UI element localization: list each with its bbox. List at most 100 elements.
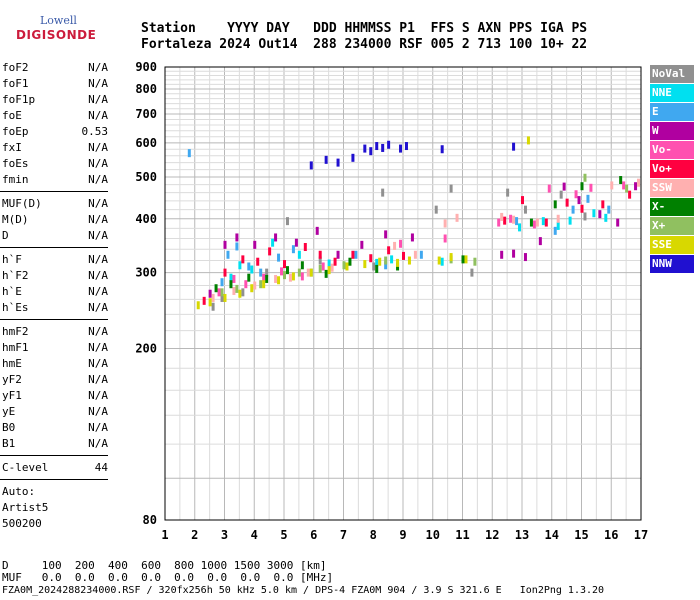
data-point-noval xyxy=(211,302,215,311)
param-name: hmE xyxy=(2,357,22,370)
data-point-w xyxy=(523,253,527,262)
param-row: foF2 N/A xyxy=(2,61,108,77)
legend-item: NNE xyxy=(650,84,694,102)
param-value: 44 xyxy=(94,461,108,474)
legend-item: X- xyxy=(650,198,694,216)
data-point-x xyxy=(297,268,301,277)
data-point-w xyxy=(208,289,212,298)
legend-item: X+ xyxy=(650,217,694,235)
data-point-noval xyxy=(470,268,474,277)
param-value: N/A xyxy=(88,77,108,90)
data-point-nnw xyxy=(309,161,313,170)
param-row: foEp 0.53 xyxy=(2,125,108,141)
param-name: B0 xyxy=(2,421,16,434)
data-point-w xyxy=(562,182,566,191)
x-tick-label: 13 xyxy=(515,528,529,542)
data-point-w xyxy=(294,238,298,247)
param-row: B1 N/A xyxy=(2,437,108,453)
param-name: h`F2 xyxy=(2,269,29,282)
x-tick-label: 10 xyxy=(426,528,440,542)
data-point-nne xyxy=(238,261,242,270)
data-point-nne xyxy=(568,216,572,225)
param-name: h`F xyxy=(2,253,22,266)
param-value: N/A xyxy=(88,109,108,122)
legend-item: NNW xyxy=(650,255,694,273)
param-name: D xyxy=(2,229,9,242)
y-tick-label: 900 xyxy=(135,60,157,74)
data-point-ssw xyxy=(393,241,397,250)
param-name: foEs xyxy=(2,157,29,170)
y-tick-label: 80 xyxy=(143,513,157,527)
data-point-vo xyxy=(283,260,286,269)
data-point-nnw xyxy=(336,158,340,167)
data-point-noval xyxy=(523,205,527,214)
data-point-nnw xyxy=(381,143,385,152)
data-point-vo xyxy=(262,273,266,282)
data-point-sse xyxy=(327,266,331,275)
data-point-sse xyxy=(437,256,441,265)
param-row: yF1 N/A xyxy=(2,389,108,405)
data-point-nnw xyxy=(324,155,328,164)
data-point-x xyxy=(214,284,218,293)
param-name: foE xyxy=(2,109,22,122)
data-point-vo xyxy=(300,272,304,281)
data-point-vo xyxy=(521,196,524,205)
data-point-e xyxy=(419,250,423,259)
data-point-x xyxy=(318,264,322,273)
param-value: N/A xyxy=(88,61,108,74)
param-value: N/A xyxy=(88,253,108,266)
data-point-e xyxy=(259,268,263,277)
data-point-vo xyxy=(509,214,513,223)
param-row: hmF2 N/A xyxy=(2,325,108,341)
x-tick-label: 9 xyxy=(399,528,406,542)
divider-1 xyxy=(0,191,108,192)
param-name: M(D) xyxy=(2,213,29,226)
data-point-vo xyxy=(318,250,322,259)
param-name: foEp xyxy=(2,125,29,138)
data-point-noval xyxy=(583,212,587,221)
param-row: B0 N/A xyxy=(2,421,108,437)
data-point-vo xyxy=(580,204,584,213)
param-value: N/A xyxy=(88,301,108,314)
footer-distance-row: D 100 200 400 600 800 1000 1500 3000 [km… xyxy=(2,559,327,572)
data-point-w xyxy=(235,233,239,242)
digisonde-logo: Lowell DIGISONDE xyxy=(4,6,96,42)
data-point-w xyxy=(598,210,602,219)
plot-frame xyxy=(164,66,642,521)
data-point-w xyxy=(616,218,620,227)
divider-2 xyxy=(0,247,108,248)
y-tick-label: 800 xyxy=(135,82,157,96)
legend-item: NoVal xyxy=(650,65,694,83)
param-value: N/A xyxy=(88,173,108,186)
y-tick-label: 400 xyxy=(135,212,157,226)
logo-digisonde-text: DIGISONDE xyxy=(16,28,97,42)
data-point-ssw xyxy=(274,274,278,283)
data-point-vo xyxy=(351,250,355,259)
auto-label: Auto: xyxy=(2,485,36,498)
data-point-ssw xyxy=(413,250,417,259)
x-tick-label: 1 xyxy=(161,528,168,542)
param-name: hmF2 xyxy=(2,325,29,338)
data-point-nnw xyxy=(363,144,367,153)
param-name: foF2 xyxy=(2,61,29,74)
data-point-noval xyxy=(220,293,224,302)
data-point-vo xyxy=(223,268,227,277)
y-tick-label: 200 xyxy=(135,342,157,356)
data-point-w xyxy=(577,196,581,205)
logo-lowell-text: Lowell xyxy=(40,14,77,27)
legend-item: W xyxy=(650,122,694,140)
data-point-e xyxy=(291,245,295,254)
data-point-nne xyxy=(518,223,522,232)
param-name: yF2 xyxy=(2,373,22,386)
data-point-nne xyxy=(592,209,596,218)
header-row-values: Fortaleza 2024 Out14 288 234000 RSF 005 … xyxy=(141,37,588,52)
data-point-vo xyxy=(369,254,373,263)
data-point-x xyxy=(259,280,263,289)
data-point-ssw xyxy=(232,286,236,295)
data-point-e xyxy=(235,242,239,251)
data-point-x xyxy=(580,182,584,191)
x-tick-label: 15 xyxy=(574,528,588,542)
param-name: fxI xyxy=(2,141,22,154)
param-row: D N/A xyxy=(2,229,108,245)
data-point-w xyxy=(253,240,257,249)
